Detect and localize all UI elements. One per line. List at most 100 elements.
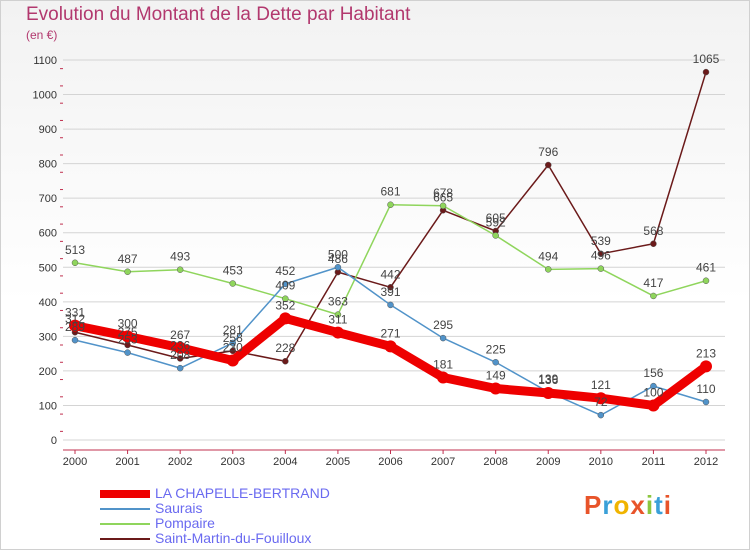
data-label: 136 xyxy=(538,373,558,387)
data-label: 513 xyxy=(65,243,85,257)
data-point xyxy=(229,280,236,287)
y-tick-label: 400 xyxy=(39,297,57,309)
data-point xyxy=(174,341,187,354)
data-label: 568 xyxy=(643,224,663,238)
data-point xyxy=(226,354,239,367)
data-label: 225 xyxy=(486,342,506,356)
axes: 0 100 200 300 400 500 600 700 800 900 1000 1100 2000… xyxy=(33,55,725,468)
data-point xyxy=(650,292,657,300)
data-label: 493 xyxy=(170,250,190,264)
data-label: 500 xyxy=(328,247,348,261)
data-label: 312 xyxy=(65,312,85,326)
data-label: 539 xyxy=(591,234,611,248)
y-tick-label: 900 xyxy=(39,124,57,136)
data-label: 363 xyxy=(328,295,348,309)
data-label: 230 xyxy=(223,341,243,355)
series-lines xyxy=(69,68,712,419)
data-label: 281 xyxy=(223,323,243,337)
x-tick-label: 2010 xyxy=(589,456,613,468)
data-label: 681 xyxy=(380,185,400,199)
data-label: 100 xyxy=(643,385,663,399)
y-tick-label: 1000 xyxy=(33,90,57,102)
legend-label: Pompaire xyxy=(155,515,215,531)
data-label: 139 xyxy=(538,372,558,386)
data-point xyxy=(647,399,660,412)
y-tick-label: 500 xyxy=(39,262,57,274)
y-tick-label: 300 xyxy=(39,331,57,343)
data-point xyxy=(279,312,292,325)
data-point xyxy=(229,339,236,347)
chart-title: Evolution du Montant de la Dette par Hab… xyxy=(26,4,411,25)
data-point xyxy=(124,349,131,356)
data-label: 461 xyxy=(696,261,716,275)
x-tick-label: 2011 xyxy=(642,456,666,468)
x-tick-label: 2007 xyxy=(431,456,455,468)
x-tick-label: 2005 xyxy=(326,456,350,468)
data-label: 275 xyxy=(118,325,138,339)
x-tick-label: 2008 xyxy=(483,456,507,468)
data-label: 72 xyxy=(594,395,608,409)
data-label: 208 xyxy=(170,348,190,362)
data-point xyxy=(437,371,450,384)
data-label: 271 xyxy=(380,326,400,340)
data-point xyxy=(282,295,289,302)
data-point xyxy=(71,336,79,344)
data-point xyxy=(176,355,184,362)
data-label: 236 xyxy=(170,338,190,352)
x-tick-label: 2000 xyxy=(63,456,87,468)
x-tick-label: 2009 xyxy=(536,456,560,468)
proxiti-logo: Proxiti xyxy=(584,490,672,520)
legend-label: Saint-Martin-du-Fouilloux xyxy=(155,530,312,546)
data-point xyxy=(229,347,236,355)
data-label: 678 xyxy=(433,186,453,200)
data-point xyxy=(282,357,289,365)
chart-unit-label: (en €) xyxy=(26,28,58,42)
data-label: 289 xyxy=(65,320,85,334)
legend-swatch xyxy=(100,538,150,540)
data-point xyxy=(334,311,342,318)
data-point xyxy=(492,359,499,366)
data-point xyxy=(334,264,342,271)
data-label: 409 xyxy=(275,279,295,293)
data-point xyxy=(594,392,607,405)
data-label: 592 xyxy=(486,215,506,229)
data-label: 796 xyxy=(538,145,558,159)
data-label: 311 xyxy=(328,313,347,327)
data-point xyxy=(387,284,394,291)
y-tick-label: 800 xyxy=(39,159,57,171)
data-point xyxy=(542,387,555,400)
data-label: 331 xyxy=(65,306,85,320)
data-point xyxy=(384,340,397,353)
legend-label: Saurais xyxy=(155,500,203,516)
data-label: 486 xyxy=(328,252,348,266)
data-point xyxy=(597,250,605,258)
data-label: 452 xyxy=(275,264,295,278)
data-point xyxy=(597,265,605,272)
y-tick-label: 700 xyxy=(39,193,57,205)
data-label: 442 xyxy=(380,267,400,281)
data-point xyxy=(71,259,79,267)
data-label: 605 xyxy=(486,211,506,225)
y-tick-label: 100 xyxy=(39,400,57,412)
data-label: 228 xyxy=(275,341,295,355)
y-tick-label: 0 xyxy=(51,435,57,447)
x-tick-label: 2012 xyxy=(694,456,718,468)
data-label: 300 xyxy=(118,316,138,330)
data-label: 213 xyxy=(696,346,716,360)
data-point xyxy=(439,334,447,342)
data-label: 1065 xyxy=(693,52,720,66)
y-tick-label: 200 xyxy=(39,366,57,378)
data-point xyxy=(439,202,447,210)
data-point xyxy=(650,382,657,390)
data-point xyxy=(545,266,552,273)
x-tick-label: 2004 xyxy=(273,456,297,468)
data-label: 453 xyxy=(223,264,243,278)
y-tick-label: 600 xyxy=(39,228,57,240)
x-tick-label: 2002 xyxy=(168,456,192,468)
x-tick-label: 2003 xyxy=(221,456,245,468)
data-label: 110 xyxy=(696,382,715,396)
data-point xyxy=(282,280,289,288)
data-label: 253 xyxy=(118,333,138,347)
